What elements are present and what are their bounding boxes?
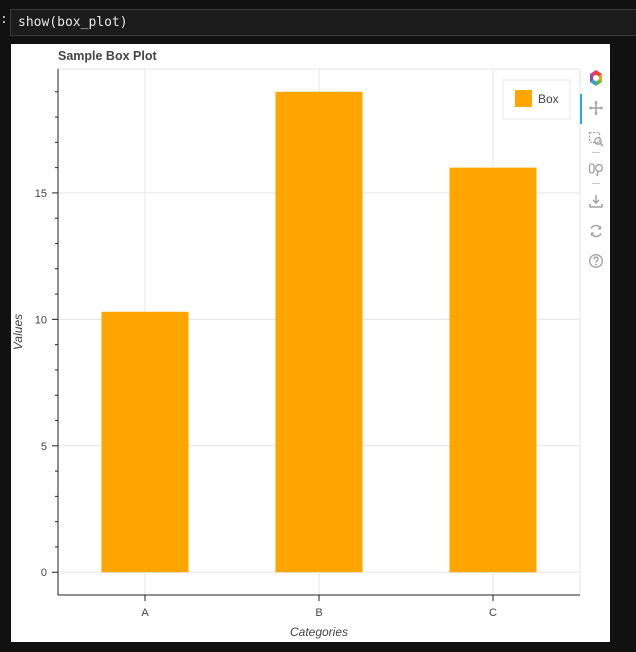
code-text[interactable]: show(box_plot) <box>18 15 128 30</box>
bar-chart[interactable]: 0 5 10 15 A B C Values Categories Box <box>11 44 610 642</box>
pan-icon[interactable] <box>586 98 606 118</box>
help-icon[interactable] <box>586 251 606 271</box>
x-tick-label: A <box>141 607 149 619</box>
legend-box <box>502 79 571 120</box>
x-tick-label: B <box>315 607 322 619</box>
y-tick-label: 5 <box>41 441 47 453</box>
legend-label: Box <box>538 92 559 106</box>
y-tick-label: 15 <box>35 188 47 200</box>
plot-toolbar <box>580 68 608 310</box>
bar-A[interactable] <box>101 311 189 573</box>
reset-icon[interactable] <box>586 221 606 241</box>
x-axis-label: Categories <box>290 625 348 639</box>
box-zoom-icon[interactable] <box>586 129 606 149</box>
toolbar-divider <box>592 183 600 184</box>
y-tick-label: 0 <box>41 567 47 579</box>
toolbar-divider <box>592 152 600 153</box>
legend-swatch <box>515 90 532 107</box>
y-axis-ticks: 0 5 10 15 <box>35 91 58 579</box>
save-icon[interactable] <box>586 191 606 211</box>
plot-output: 0 5 10 15 A B C Values Categories Box Sample … <box>11 44 610 642</box>
bokeh-logo-icon[interactable] <box>586 68 606 88</box>
active-tool-indicator <box>580 94 582 124</box>
x-axis-ticks: A B C <box>141 595 497 619</box>
bars <box>101 91 537 573</box>
bar-B[interactable] <box>275 91 363 573</box>
wheel-zoom-icon[interactable] <box>586 160 606 180</box>
bar-C[interactable] <box>449 167 537 573</box>
legend[interactable]: Box <box>502 79 571 120</box>
plot-title: Sample Box Plot <box>58 49 157 63</box>
y-axis-label: Values <box>11 314 25 350</box>
y-tick-label: 10 <box>35 314 47 326</box>
code-cell[interactable]: show(box_plot) <box>10 9 636 36</box>
x-tick-label: C <box>489 607 497 619</box>
cell-prompt: : <box>0 12 8 27</box>
